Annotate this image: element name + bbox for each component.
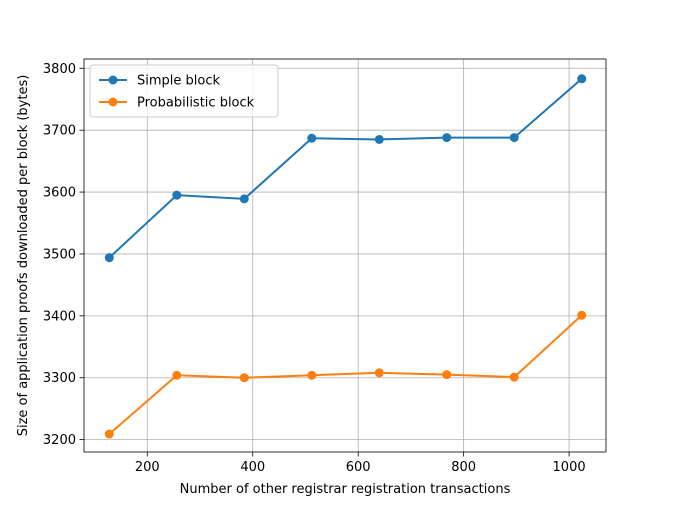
y-tick-label: 3400: [43, 309, 76, 324]
data-point: [172, 370, 182, 380]
data-point: [577, 74, 587, 84]
x-tick-label: 600: [346, 460, 371, 475]
y-tick-label: 3800: [43, 62, 76, 77]
x-tick-label: 800: [451, 460, 476, 475]
data-point: [104, 253, 114, 263]
plot-frame: [83, 58, 607, 453]
data-point: [172, 190, 182, 200]
legend-marker-2: [108, 97, 118, 107]
data-point: [307, 370, 317, 380]
x-tick-label: 1000: [553, 460, 586, 475]
data-point: [577, 310, 587, 320]
grid-lines: [84, 59, 606, 452]
data-point: [307, 133, 317, 143]
data-point: [239, 194, 249, 204]
data-point: [239, 373, 249, 383]
series-layer: [104, 74, 587, 439]
data-point: [509, 133, 519, 143]
data-point: [104, 429, 114, 439]
y-tick-label: 3600: [43, 186, 76, 201]
y-tick-label: 3500: [43, 247, 76, 262]
legend-box: [89, 64, 279, 118]
series-line-1: [108, 78, 583, 259]
x-tick-label: 200: [135, 460, 160, 475]
y-axis-title: Size of application proofs downloaded pe…: [16, 75, 31, 437]
legend: Simple block Probabilistic block: [89, 64, 279, 118]
series-line-2: [108, 314, 583, 435]
data-point: [509, 372, 519, 382]
data-point: [442, 370, 452, 380]
y-tick-label: 3700: [43, 124, 76, 139]
x-tick-label: 400: [240, 460, 265, 475]
y-tick-label: 3300: [43, 371, 76, 386]
data-point: [374, 368, 384, 378]
legend-label-1: Simple block: [137, 74, 220, 89]
axis-ticks: 200 400 600 800 1000 3200 3300 3400 3500 3600 3700…: [43, 62, 586, 475]
legend-marker-1: [108, 75, 118, 85]
data-point: [374, 134, 384, 144]
legend-label-2: Probabilistic block: [137, 96, 255, 111]
y-tick-label: 3200: [43, 433, 76, 448]
data-point: [442, 133, 452, 143]
x-axis-title: Number of other registrar registration t…: [180, 482, 511, 497]
